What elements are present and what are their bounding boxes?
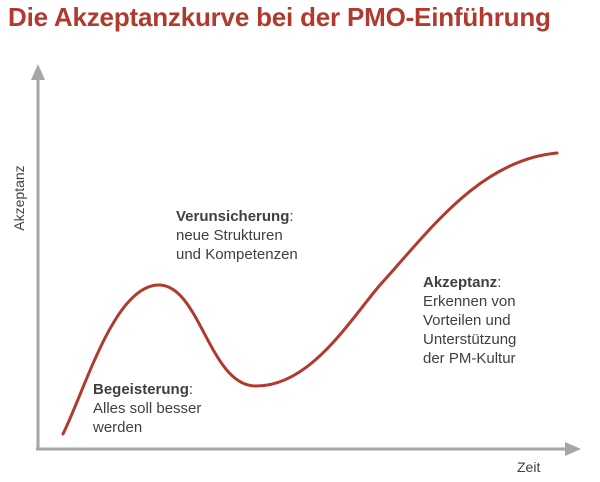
phase-text-line: Unterstützung [423, 331, 517, 348]
phase-heading: Akzeptanz [423, 274, 498, 291]
y-axis-arrow-icon [31, 64, 45, 80]
phase-text-line: der PM-Kultur [423, 350, 516, 367]
phase-text-line: und Kompetenzen [176, 246, 298, 263]
phase-text-line: Alles soll besser [93, 400, 202, 417]
phase-akzeptanz: Akzeptanz: Erkennen von Vorteilen und Un… [423, 274, 517, 367]
x-axis-arrow-icon [565, 442, 581, 456]
phase-text-line: werden [93, 419, 143, 436]
phase-begeisterung: Begeisterung: Alles soll besser werden [93, 381, 202, 436]
phase-heading: Begeisterung [93, 381, 189, 398]
page-title: Die Akzeptanzkurve bei der PMO-Einführun… [8, 2, 551, 32]
x-axis-label: Zeit [517, 459, 540, 475]
phase-verunsicherung: Verunsicherung: neue Strukturen und Komp… [176, 208, 298, 263]
phase-text-line: Erkennen von [423, 293, 516, 310]
y-axis-label: Akzeptanz [11, 165, 27, 230]
phase-text-line: Vorteilen und [423, 312, 511, 329]
phase-heading: Verunsicherung [176, 208, 290, 225]
phase-text-line: neue Strukturen [176, 227, 283, 244]
acceptance-curve [61, 151, 559, 436]
